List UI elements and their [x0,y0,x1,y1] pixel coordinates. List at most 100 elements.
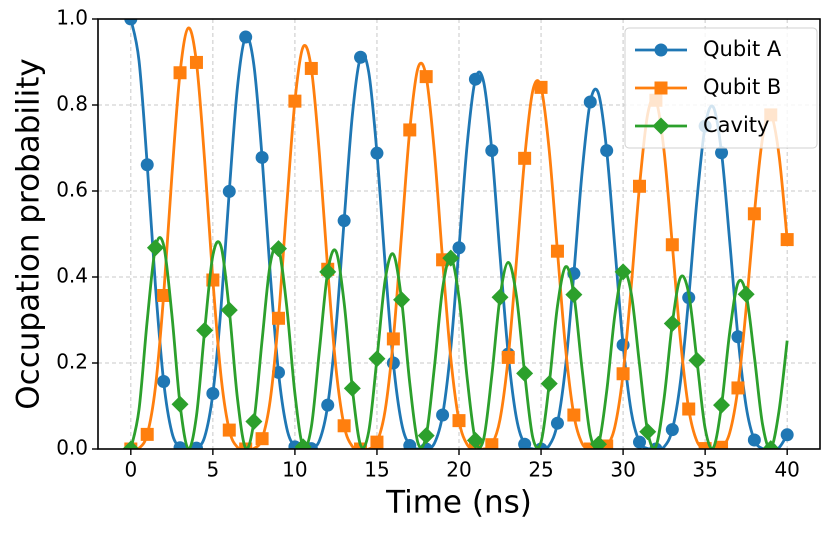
x-axis-label: Time (ns) [385,485,532,521]
data-point [715,440,729,449]
data-point [639,423,657,441]
x-tick-label: 35 [692,458,717,482]
data-point [304,61,318,75]
series-line [130,26,789,449]
data-point [452,241,466,255]
data-point [501,350,515,364]
data-point [386,356,400,370]
data-point [417,427,435,445]
data-point [386,332,400,346]
data-point [370,146,384,160]
data-point [393,291,411,309]
y-tick-label: 0.6 [56,178,88,202]
data-point [245,412,263,430]
data-point [762,440,780,449]
plot-area [122,19,794,449]
data-point [173,66,187,80]
data-point [189,441,203,449]
x-tick-label: 5 [206,458,219,482]
data-point [747,207,761,221]
data-point [550,416,564,430]
data-point [319,263,337,281]
data-point [600,144,614,158]
data-point [583,95,597,109]
data-point [337,419,351,433]
data-point [122,440,140,449]
data-point [747,433,761,447]
legend-marker [654,43,668,57]
data-point [614,263,632,281]
data-point [255,432,269,446]
data-point [171,395,189,413]
data-point [663,314,681,332]
data-point [206,387,220,401]
data-point [737,285,755,303]
data-point [491,288,509,306]
y-tick-label: 0.0 [56,436,88,460]
data-point [239,30,253,44]
legend-label: Qubit A [703,37,782,61]
data-point [485,438,499,449]
x-tick-label: 30 [610,458,635,482]
x-tick-label: 25 [528,458,553,482]
data-point [294,438,312,449]
x-tick-label: 15 [364,458,389,482]
data-point [731,381,745,395]
data-point [255,150,269,164]
data-point [146,239,164,257]
data-point [124,19,138,26]
data-point [419,70,433,84]
data-point [189,55,203,69]
data-point [270,240,287,258]
data-point [780,428,794,442]
data-point [157,288,171,302]
y-tick-label: 0.8 [56,92,88,116]
data-point [540,375,558,393]
data-point [354,50,368,64]
data-point [442,249,460,267]
data-point [567,408,581,422]
data-point [272,365,285,379]
x-tick-label: 10 [282,458,307,482]
data-point [698,442,712,449]
data-point [337,214,351,228]
data-point [343,379,361,397]
data-point [534,80,548,94]
legend-marker [654,81,668,95]
legend-label: Qubit B [703,75,781,99]
data-point [321,398,335,412]
data-point [466,431,484,449]
data-point [157,374,171,388]
data-point [220,301,238,319]
data-point [140,158,154,172]
data-point [140,427,154,441]
data-point [780,233,794,247]
data-point [196,321,214,339]
x-tick-label: 20 [446,458,471,482]
data-point [516,364,534,382]
data-point [589,435,607,449]
data-point [731,330,745,344]
data-point [518,151,532,165]
x-tick-label: 0 [124,458,137,482]
data-point [403,123,417,137]
data-point [518,437,532,449]
legend-box [624,27,818,149]
data-point [368,350,386,368]
data-point [370,435,384,449]
data-point [713,396,731,414]
data-point [583,442,597,449]
legend: Qubit A Qubit B Cavity [624,27,818,149]
data-point [688,351,706,369]
data-point [452,414,466,428]
data-point [616,367,630,381]
data-point [272,311,285,325]
data-point [485,144,499,158]
data-point [288,94,302,108]
legend-label: Cavity [703,113,769,137]
y-tick-label: 1.0 [56,6,88,30]
data-point [565,286,583,304]
y-tick-label: 0.2 [56,350,88,374]
data-point [682,402,696,416]
